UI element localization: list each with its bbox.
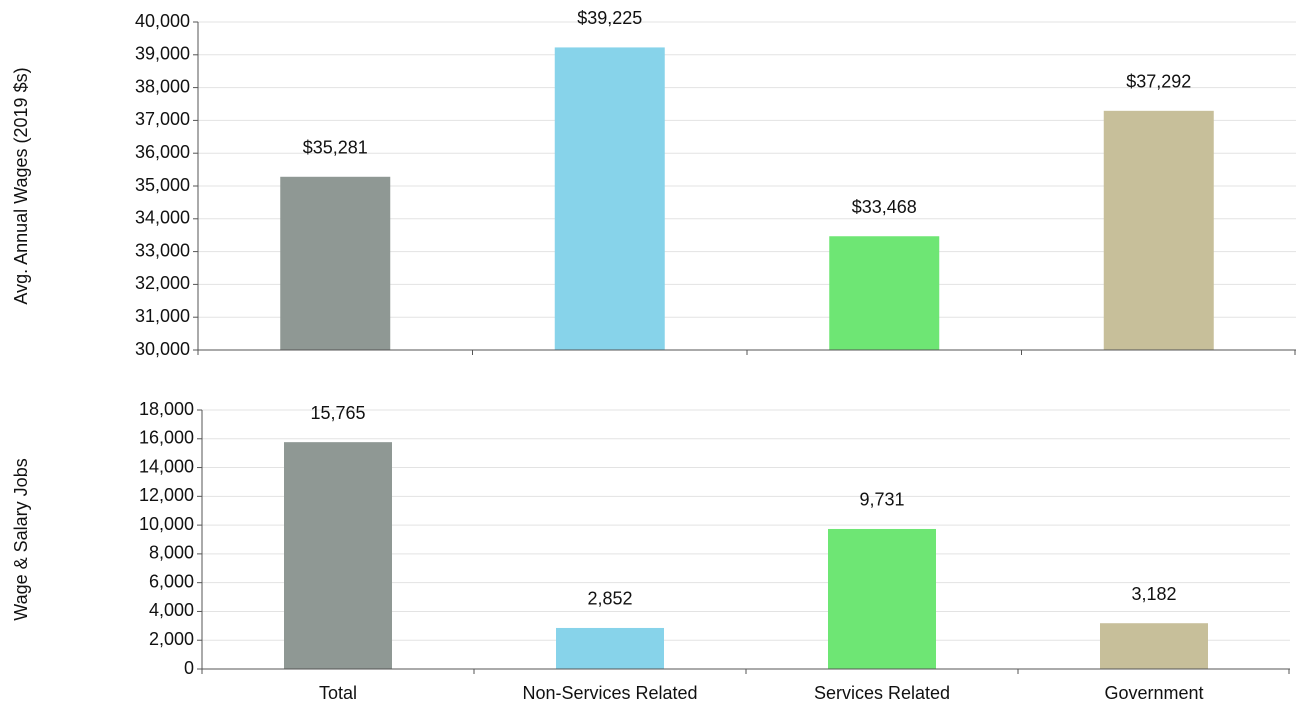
bar: [828, 528, 936, 669]
y-tick-label: 39,000: [135, 44, 190, 64]
data-label: $35,281: [303, 138, 368, 158]
bar: [1103, 110, 1214, 350]
bar: [554, 47, 665, 351]
bar: [280, 176, 391, 350]
y-tick-label: 14,000: [139, 456, 194, 476]
y-tick-label: 2,000: [149, 629, 194, 649]
data-label: 3,182: [1131, 584, 1176, 604]
y-tick-label: 38,000: [135, 76, 190, 96]
bar: [829, 236, 940, 350]
bar: [556, 627, 664, 669]
y-tick-label: 0: [184, 658, 194, 678]
data-label: $39,225: [577, 8, 642, 28]
data-label: $33,468: [852, 197, 917, 217]
x-tick-label: Total: [319, 683, 357, 703]
x-tick-label: Government: [1104, 683, 1203, 703]
y-tick-label: 4,000: [149, 600, 194, 620]
y-tick-label: 8,000: [149, 543, 194, 563]
y-tick-label: 16,000: [139, 428, 194, 448]
data-label: 15,765: [310, 403, 365, 423]
bar: [284, 442, 392, 669]
data-label: 9,731: [859, 490, 904, 510]
y-tick-label: 30,000: [135, 339, 190, 359]
y-tick-label: 6,000: [149, 571, 194, 591]
y-axis-label: Avg. Annual Wages (2019 $s): [11, 67, 31, 304]
y-tick-label: 34,000: [135, 208, 190, 228]
data-label: 2,852: [587, 589, 632, 609]
y-tick-label: 33,000: [135, 240, 190, 260]
y-axis-label: Wage & Salary Jobs: [11, 458, 31, 620]
y-tick-label: 36,000: [135, 142, 190, 162]
data-label: $37,292: [1126, 72, 1191, 92]
y-tick-label: 37,000: [135, 109, 190, 129]
y-tick-label: 12,000: [139, 485, 194, 505]
y-tick-label: 35,000: [135, 175, 190, 195]
bar: [1100, 623, 1208, 669]
y-tick-label: 32,000: [135, 273, 190, 293]
x-tick-label: Non-Services Related: [522, 683, 697, 703]
y-tick-label: 18,000: [139, 399, 194, 419]
y-tick-label: 10,000: [139, 514, 194, 534]
y-tick-label: 40,000: [135, 11, 190, 31]
y-tick-label: 31,000: [135, 306, 190, 326]
x-tick-label: Services Related: [814, 683, 950, 703]
